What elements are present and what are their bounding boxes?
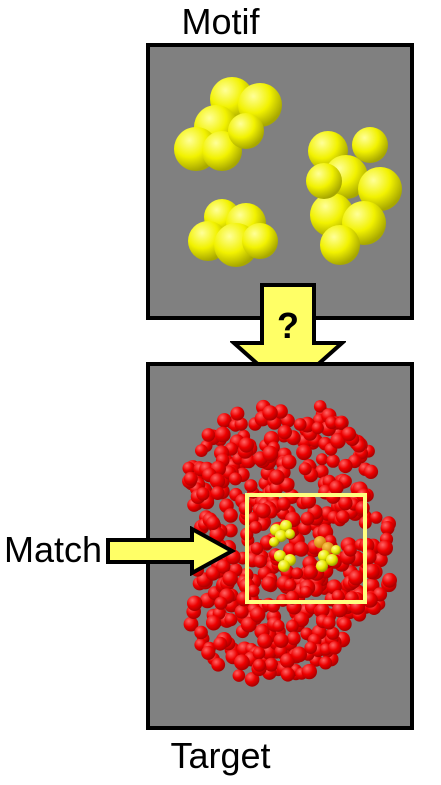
motif-cluster-top-left xyxy=(174,77,282,171)
right-arrow-icon xyxy=(106,526,236,576)
motif-molecule-image xyxy=(174,77,402,267)
target-protein-atoms xyxy=(182,399,397,687)
question-mark: ? xyxy=(277,305,299,346)
target-title: Target xyxy=(170,735,271,776)
target-panel xyxy=(146,362,414,730)
matched-motif-atoms xyxy=(269,520,341,572)
match-label: Match xyxy=(4,529,103,570)
motif-title: Motif xyxy=(181,1,260,42)
motif-cluster-right xyxy=(306,127,402,265)
target-molecule-image xyxy=(182,399,397,687)
match-highlight-box xyxy=(245,493,367,604)
motif-panel xyxy=(146,43,414,320)
motif-cluster-bottom-left xyxy=(188,199,278,267)
